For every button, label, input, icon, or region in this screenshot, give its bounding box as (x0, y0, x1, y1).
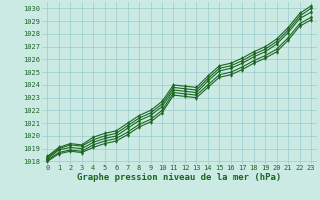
X-axis label: Graphe pression niveau de la mer (hPa): Graphe pression niveau de la mer (hPa) (77, 172, 281, 182)
